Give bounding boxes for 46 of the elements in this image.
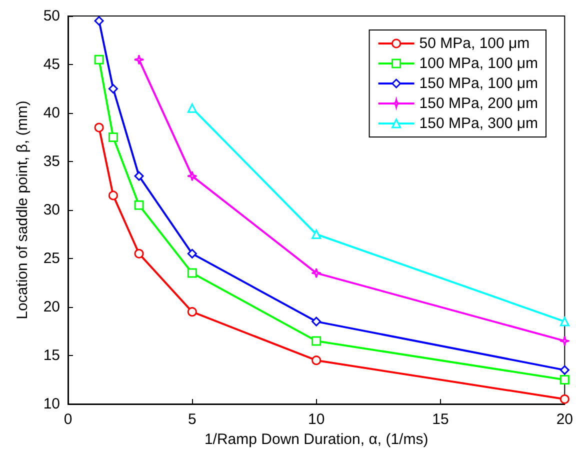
- point: [312, 316, 322, 326]
- legend-label: 150 MPa, 200 μm: [419, 95, 538, 112]
- point: [560, 375, 570, 384]
- y-tick-label: 25: [43, 250, 60, 267]
- point: [560, 316, 570, 326]
- y-tick-label: 50: [43, 8, 60, 24]
- point: [187, 307, 197, 317]
- x-tick-label: 10: [308, 411, 325, 428]
- point: [94, 16, 104, 26]
- x-tick-label: 15: [432, 411, 449, 428]
- legend-label: 50 MPa, 100 μm: [419, 35, 530, 52]
- point: [312, 230, 322, 239]
- point: [311, 268, 322, 278]
- point: [187, 103, 197, 113]
- point: [134, 200, 144, 210]
- legend-label: 150 MPa, 300 μm: [419, 115, 538, 132]
- point: [134, 248, 144, 258]
- point: [559, 336, 570, 346]
- point: [94, 54, 104, 64]
- point: [108, 132, 118, 142]
- y-axis-title: Location of saddle point, β, (mm): [14, 100, 31, 320]
- y-tick-label: 45: [43, 56, 60, 73]
- y-tick-label: 15: [43, 347, 60, 364]
- y-tick-label: 30: [43, 202, 60, 218]
- point: [108, 84, 118, 94]
- x-tick-label: 20: [556, 411, 573, 428]
- point: [94, 122, 104, 132]
- point: [134, 54, 144, 65]
- y-tick-label: 40: [43, 104, 60, 122]
- point: [186, 170, 198, 182]
- point: [312, 356, 322, 366]
- x-axis-title: 1/Ramp Down Duration, α, (1/ms): [204, 430, 428, 448]
- point: [312, 336, 322, 346]
- y-tick-label: 20: [43, 298, 60, 316]
- point: [134, 171, 144, 181]
- y-tick-label: 10: [43, 396, 60, 412]
- legend-label: 150 MPa, 100 μm: [419, 75, 538, 92]
- point: [187, 248, 197, 258]
- point: [187, 268, 197, 278]
- point: [560, 365, 570, 375]
- point: [108, 190, 118, 200]
- x-tick-label: 5: [188, 411, 196, 428]
- legend-label: 100 MPa, 100 μm: [419, 55, 538, 72]
- y-tick-label: 35: [43, 153, 60, 170]
- point: [560, 394, 570, 404]
- x-tick-label: 0: [64, 411, 72, 428]
